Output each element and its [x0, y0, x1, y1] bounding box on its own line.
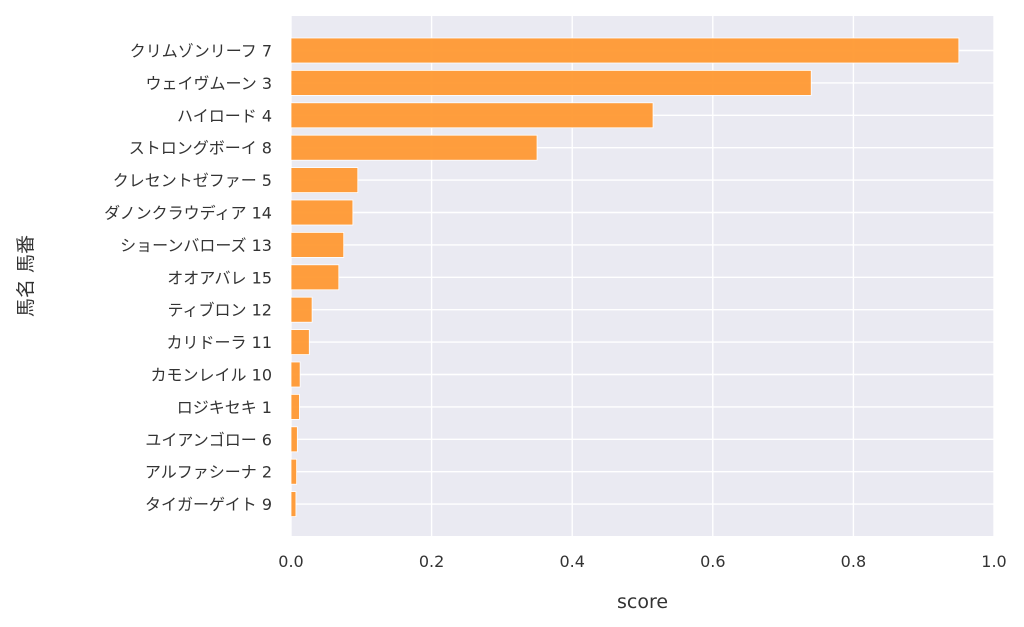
- bar: [290, 491, 297, 518]
- bar: [290, 70, 812, 96]
- bar: [290, 458, 298, 485]
- bar: [290, 393, 300, 420]
- x-tick-label: 0.4: [559, 552, 584, 571]
- x-tick-label: 0.2: [419, 552, 444, 571]
- bar: [290, 134, 538, 161]
- bar: [290, 296, 313, 323]
- y-tick-label: ロジキセキ 1: [177, 398, 272, 417]
- y-tick-label: カモンレイル 10: [151, 366, 272, 385]
- bar: [290, 102, 654, 129]
- x-tick-label: 1.0: [981, 552, 1006, 571]
- y-tick-label: ショーンバローズ 13: [120, 236, 272, 255]
- y-tick-label: ハイロード 4: [177, 106, 272, 125]
- bar: [290, 329, 310, 356]
- x-tick-label: 0.6: [700, 552, 725, 571]
- y-tick-label: ユイアンゴロー 6: [145, 430, 272, 449]
- x-tick-label: 0.8: [841, 552, 866, 571]
- y-tick-label: オオアバレ 15: [167, 268, 272, 287]
- bar: [290, 199, 354, 226]
- x-tick-labels: 0.0 0.2 0.4 0.6 0.8 1.0: [278, 552, 1006, 571]
- bar: [290, 264, 340, 291]
- bars: [290, 37, 960, 518]
- x-tick-label: 0.0: [278, 552, 303, 571]
- bar: [290, 361, 301, 388]
- y-tick-label: クレセントゼファー 5: [113, 171, 272, 190]
- bar: [290, 426, 298, 453]
- y-tick-label: ウェイヴムーン 3: [146, 74, 272, 93]
- y-tick-label: ストロングボーイ 8: [129, 139, 272, 158]
- y-tick-label: クリムゾンリーフ 7: [130, 42, 272, 61]
- bar: [290, 231, 345, 258]
- y-tick-label: カリドーラ 11: [167, 333, 272, 352]
- bar: [290, 167, 359, 194]
- y-axis-label: 馬名 馬番: [15, 235, 37, 317]
- y-tick-label: アルファシーナ 2: [145, 463, 272, 482]
- bar: [290, 37, 960, 64]
- y-tick-labels: クリムゾンリーフ 7 ウェイヴムーン 3 ハイロード 4 ストロングボーイ 8 クレセン…: [104, 42, 272, 515]
- y-tick-label: ダノンクラウディア 14: [104, 204, 272, 223]
- x-axis-label: score: [617, 591, 668, 613]
- y-tick-label: タイガーゲイト 9: [145, 495, 272, 514]
- y-tick-label: ティブロン 12: [168, 301, 273, 320]
